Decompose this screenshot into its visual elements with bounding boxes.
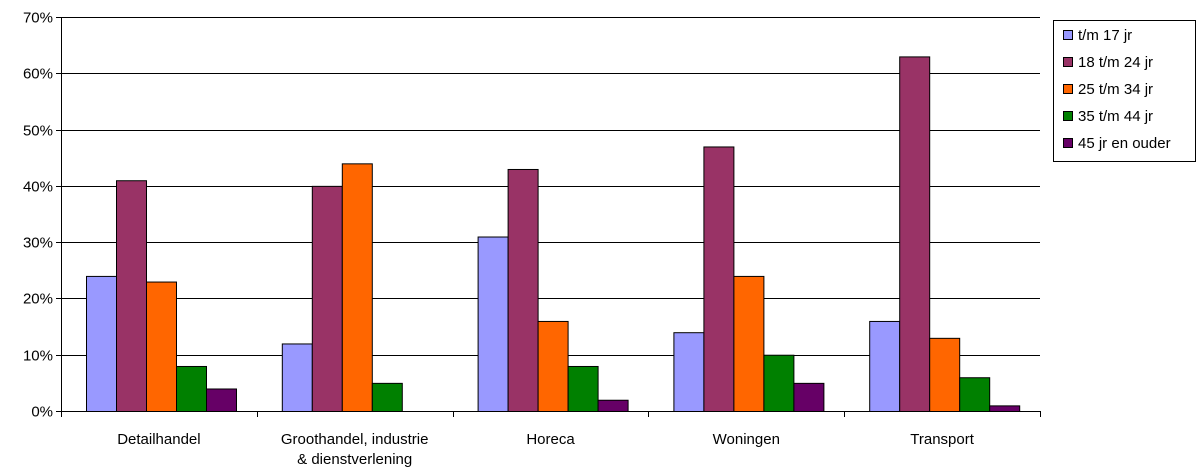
legend-swatch bbox=[1063, 84, 1073, 94]
bar bbox=[763, 354, 795, 413]
x-category-label: Woningen bbox=[713, 431, 780, 448]
legend-label: 18 t/m 24 jr bbox=[1078, 54, 1153, 71]
gridlines bbox=[61, 17, 1040, 356]
legend-swatch bbox=[1063, 138, 1073, 148]
x-category-label: Groothandel, industrie & dienstverlening bbox=[281, 431, 429, 468]
bar bbox=[507, 168, 539, 412]
legend-box bbox=[1053, 20, 1196, 162]
legend-label: 25 t/m 34 jr bbox=[1078, 81, 1153, 98]
bars bbox=[86, 56, 1021, 413]
y-tick-label: 20% bbox=[23, 291, 53, 308]
legend-swatch bbox=[1063, 111, 1073, 121]
bar bbox=[116, 180, 147, 412]
bar bbox=[86, 275, 117, 412]
bar bbox=[703, 146, 735, 412]
bar bbox=[537, 320, 569, 413]
bar bbox=[281, 343, 313, 413]
x-category-label: Detailhandel bbox=[117, 431, 200, 448]
bar bbox=[311, 185, 343, 412]
bar bbox=[899, 56, 931, 413]
bar bbox=[793, 382, 825, 413]
bar bbox=[176, 365, 207, 413]
bar bbox=[567, 365, 599, 413]
legend-label: t/m 17 jr bbox=[1078, 27, 1132, 44]
bar bbox=[673, 332, 705, 413]
x-axis-category-labels: Detailhandel Groothandel, industrie & dien… bbox=[117, 431, 975, 468]
y-tick-label: 60% bbox=[23, 66, 53, 83]
legend: t/m 17 jr 18 t/m 24 jr 25 t/m 34 jr 35 t/m … bbox=[1053, 20, 1196, 162]
bar bbox=[371, 382, 403, 413]
axes bbox=[56, 17, 1041, 417]
legend-label: 45 jr en ouder bbox=[1078, 135, 1171, 152]
bar bbox=[477, 236, 509, 412]
bar bbox=[206, 388, 237, 413]
y-tick-label: 0% bbox=[31, 404, 53, 421]
bar bbox=[341, 163, 373, 412]
y-tick-label: 50% bbox=[23, 123, 53, 140]
x-category-label: Transport bbox=[910, 431, 974, 448]
bar bbox=[597, 399, 629, 413]
bar bbox=[146, 281, 177, 412]
bar bbox=[869, 320, 901, 413]
legend-swatch bbox=[1063, 57, 1073, 67]
y-tick-label: 40% bbox=[23, 179, 53, 196]
y-axis-tick-labels: 0% 10% 20% 30% 40% 50% 60% 70% bbox=[23, 10, 53, 421]
y-tick-label: 10% bbox=[23, 348, 53, 365]
y-tick-label: 70% bbox=[23, 10, 53, 27]
bar bbox=[989, 405, 1021, 413]
y-tick-label: 30% bbox=[23, 235, 53, 252]
bar bbox=[929, 337, 961, 413]
legend-swatch bbox=[1063, 30, 1073, 40]
bar bbox=[959, 377, 991, 413]
bar bbox=[733, 275, 765, 412]
legend-label: 35 t/m 44 jr bbox=[1078, 108, 1153, 125]
x-category-label: Horeca bbox=[526, 431, 575, 448]
